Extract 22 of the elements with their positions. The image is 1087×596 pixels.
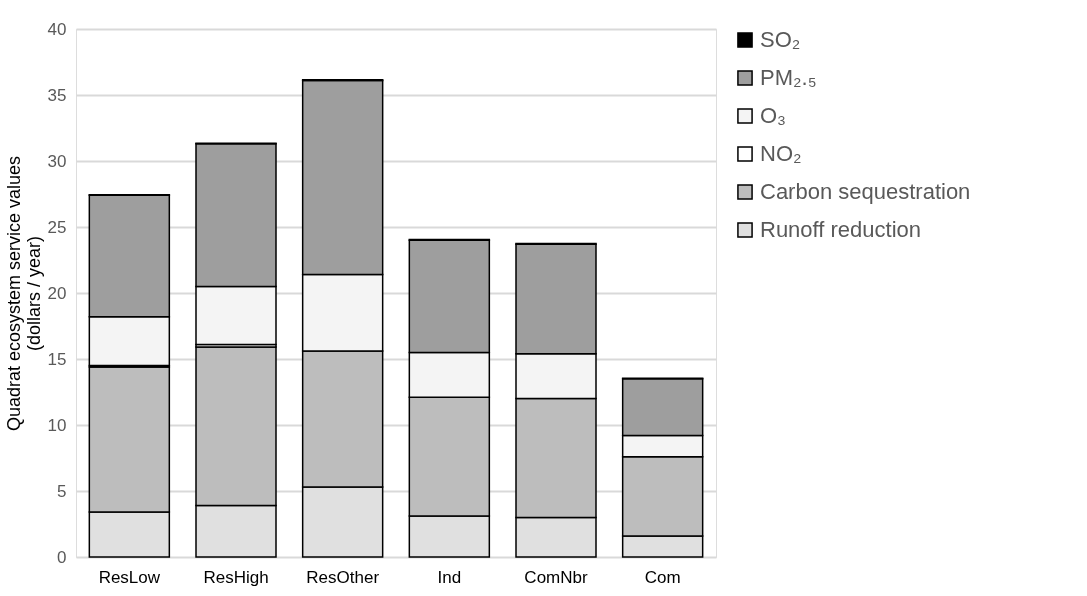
legend-label: PM₂.₅: [760, 65, 817, 90]
y-tick-label: 25: [47, 217, 67, 237]
x-tick-label: ResHigh: [203, 567, 269, 587]
y-axis-title: Quadrat ecosystem service values (dollars / year): [3, 155, 44, 432]
y-tick-label: 5: [57, 481, 67, 501]
x-tick-label: Com: [644, 567, 681, 587]
y-tick-label: 40: [47, 19, 67, 39]
x-tick-label: Ind: [437, 567, 462, 587]
legend-label: Runoff reduction: [760, 217, 922, 242]
legend-label: Carbon sequestration: [760, 179, 971, 204]
legend-label: SO₂: [760, 27, 801, 52]
legend-label: O₃: [760, 103, 787, 128]
legend-label: NO₂: [760, 141, 802, 166]
y-tick-label: 10: [47, 415, 67, 435]
x-tick-label: ComNbr: [524, 567, 588, 587]
y-tick-label: 30: [47, 151, 67, 171]
y-tick-label: 15: [47, 349, 67, 369]
y-tick-label: 35: [47, 85, 67, 105]
y-tick-label: 20: [47, 283, 67, 303]
y-tick-label: 0: [57, 547, 67, 567]
x-tick-label: ResLow: [98, 567, 161, 587]
x-tick-label: ResOther: [306, 567, 380, 587]
